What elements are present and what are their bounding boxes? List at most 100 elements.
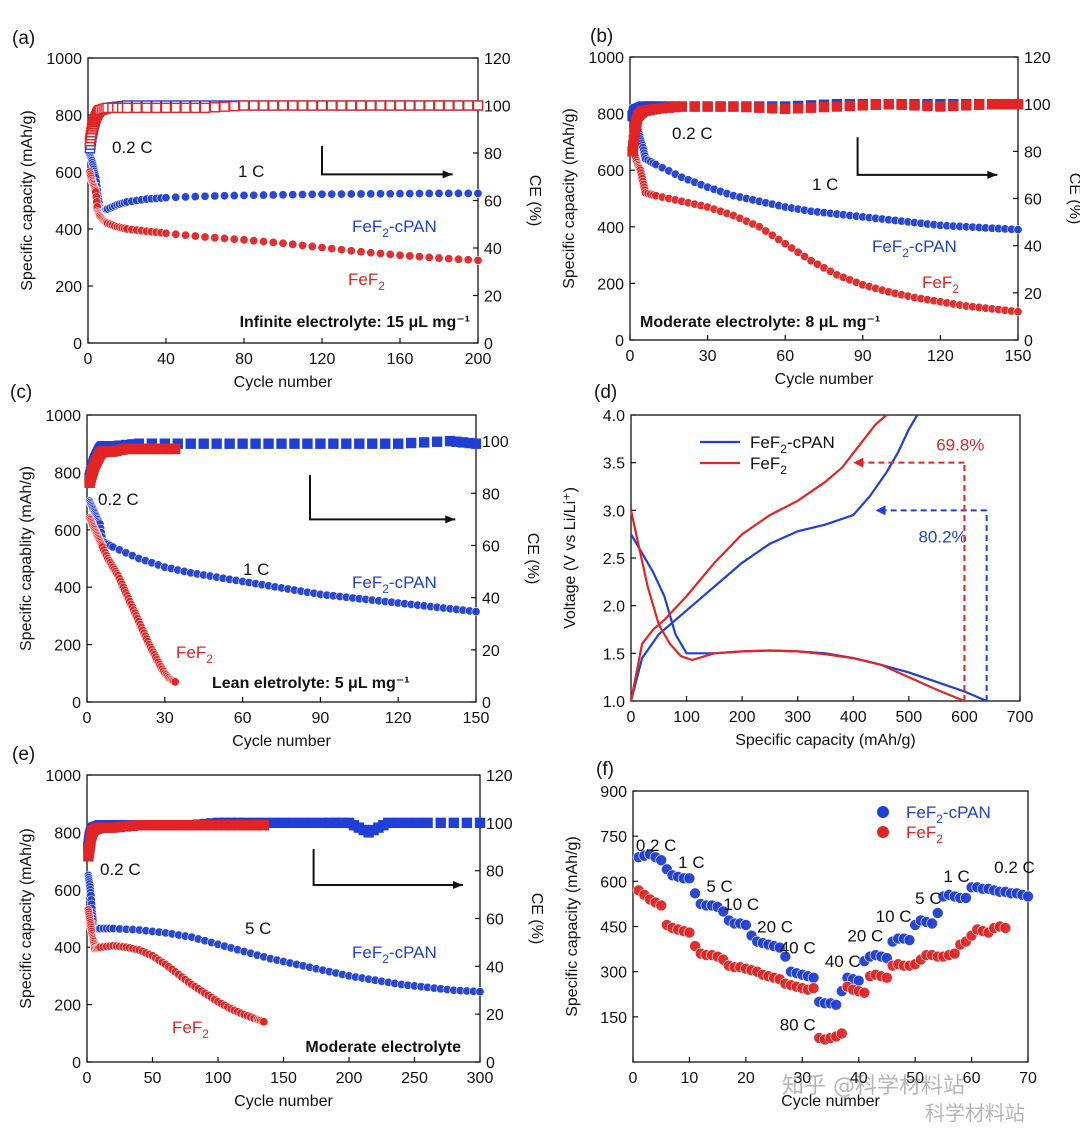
- data-point: [268, 237, 278, 247]
- rate-label: 10 C: [876, 907, 912, 926]
- data-point: [475, 987, 485, 997]
- ce-axis-arrow-head: [452, 881, 463, 890]
- data-point: [239, 190, 249, 200]
- data-point-ce: [160, 102, 172, 114]
- data-point-ce: [412, 817, 423, 829]
- legend-label-fef2-cpan: FeF2-cPAN: [352, 217, 437, 240]
- x-tick-label: 60: [963, 1070, 981, 1087]
- data-point: [463, 188, 473, 198]
- rate-label: 1 C: [238, 162, 264, 181]
- data-point: [249, 236, 259, 246]
- data-point: [414, 189, 424, 199]
- rate-label: 20 C: [757, 918, 793, 937]
- data-point-ce: [277, 100, 289, 111]
- x-tick-label: 30: [793, 1070, 811, 1087]
- data-point: [317, 189, 327, 199]
- y-tick-label: 4.0: [603, 408, 625, 425]
- x-tick-label: 90: [854, 348, 872, 365]
- data-point-ce: [461, 817, 473, 829]
- data-point-ce: [935, 101, 946, 112]
- ce-axis-arrow: [309, 475, 456, 521]
- data-point-ce: [367, 438, 378, 449]
- retention-label: 69.8%: [936, 436, 984, 455]
- data-point-ce: [276, 438, 287, 449]
- data-point-ce: [190, 102, 201, 114]
- data-point-ce: [741, 101, 752, 113]
- data-point: [926, 917, 938, 930]
- data-point-ce: [354, 438, 365, 449]
- x-tick-label: 150: [1005, 348, 1032, 365]
- data-point: [773, 941, 786, 954]
- data-point-ce: [209, 102, 220, 113]
- x-tick-label: 700: [1007, 709, 1034, 726]
- data-point-ce: [131, 102, 142, 114]
- legend-label-fef2-cpan: FeF2-cPAN: [906, 803, 991, 826]
- data-point: [800, 252, 810, 262]
- data-point: [395, 189, 405, 199]
- plot-frame: [632, 790, 1029, 1063]
- data-point-ce: [418, 437, 430, 448]
- data-point: [473, 255, 483, 265]
- data-point-ce: [287, 100, 298, 111]
- y2-tick-label: 80: [486, 864, 504, 881]
- y2-tick-label: 60: [1024, 192, 1042, 209]
- rate-label: 80 C: [780, 1015, 816, 1034]
- x-tick-label: 200: [729, 709, 756, 726]
- data-point: [960, 892, 972, 904]
- data-point-ce: [818, 101, 830, 113]
- x-axis-label: Cycle number: [232, 733, 331, 750]
- x-tick-label: 600: [951, 709, 978, 726]
- y2-tick-label: 20: [1024, 286, 1042, 303]
- legend-label-fef2: FeF2: [750, 454, 787, 477]
- y2-tick-label: 60: [486, 912, 504, 929]
- data-point: [405, 189, 415, 199]
- data-point-ce: [676, 101, 687, 112]
- data-point-ce: [307, 100, 318, 111]
- data-point-ce: [435, 817, 446, 829]
- data-point-ce: [268, 100, 279, 111]
- data-point: [1013, 225, 1023, 235]
- rate-label: 40 C: [780, 939, 816, 958]
- rate-label: 1 C: [812, 175, 838, 194]
- data-point-ce: [792, 103, 804, 114]
- y2-tick-label: 20: [486, 1007, 504, 1024]
- data-point-ce: [780, 103, 791, 115]
- x-tick-label: 30: [699, 348, 717, 365]
- y-tick-label: 0: [73, 336, 82, 353]
- data-point: [297, 240, 307, 250]
- data-point: [288, 239, 298, 249]
- x-tick-label: 100: [673, 709, 700, 726]
- y-tick-label: 1000: [46, 51, 82, 68]
- rate-label: 5 C: [245, 919, 271, 938]
- y-tick-label: 3.0: [603, 503, 625, 520]
- data-point-ce: [268, 817, 279, 829]
- panel-e: (e)0 50 100 150 200 250 3000200400600800100002…: [12, 744, 545, 1110]
- data-point: [767, 230, 777, 240]
- x-tick-label: 200: [336, 1070, 363, 1087]
- y2-tick-label: 100: [482, 434, 509, 451]
- x-axis-label: Cycle number: [234, 1093, 333, 1110]
- data-point: [793, 247, 803, 257]
- x-tick-label: 40: [157, 351, 175, 368]
- y-tick-label: 400: [55, 222, 82, 239]
- data-point: [471, 607, 481, 617]
- series-line-charge: [629, 414, 888, 702]
- data-point-ce: [857, 100, 868, 111]
- data-point-ce: [443, 100, 454, 111]
- x-axis-label: Cycle number: [781, 1093, 880, 1110]
- y2-axis-label: CE (%): [526, 175, 543, 227]
- x-tick-label: 0: [84, 351, 93, 368]
- x-tick-label: 0: [629, 1070, 638, 1087]
- legend-label-fef2: FeF2: [922, 273, 959, 296]
- series-line-charge: [629, 414, 919, 702]
- data-point: [444, 254, 454, 264]
- data-point: [297, 190, 307, 200]
- data-point: [761, 226, 771, 236]
- data-point-ce: [754, 102, 765, 113]
- rate-label: 1 C: [943, 867, 969, 886]
- data-point-ce: [385, 100, 396, 111]
- data-point-ce: [405, 437, 417, 449]
- watermark-line1: 知乎 @科学材料站: [782, 1074, 965, 1099]
- data-point: [779, 950, 792, 963]
- x-tick-label: 20: [737, 1070, 755, 1087]
